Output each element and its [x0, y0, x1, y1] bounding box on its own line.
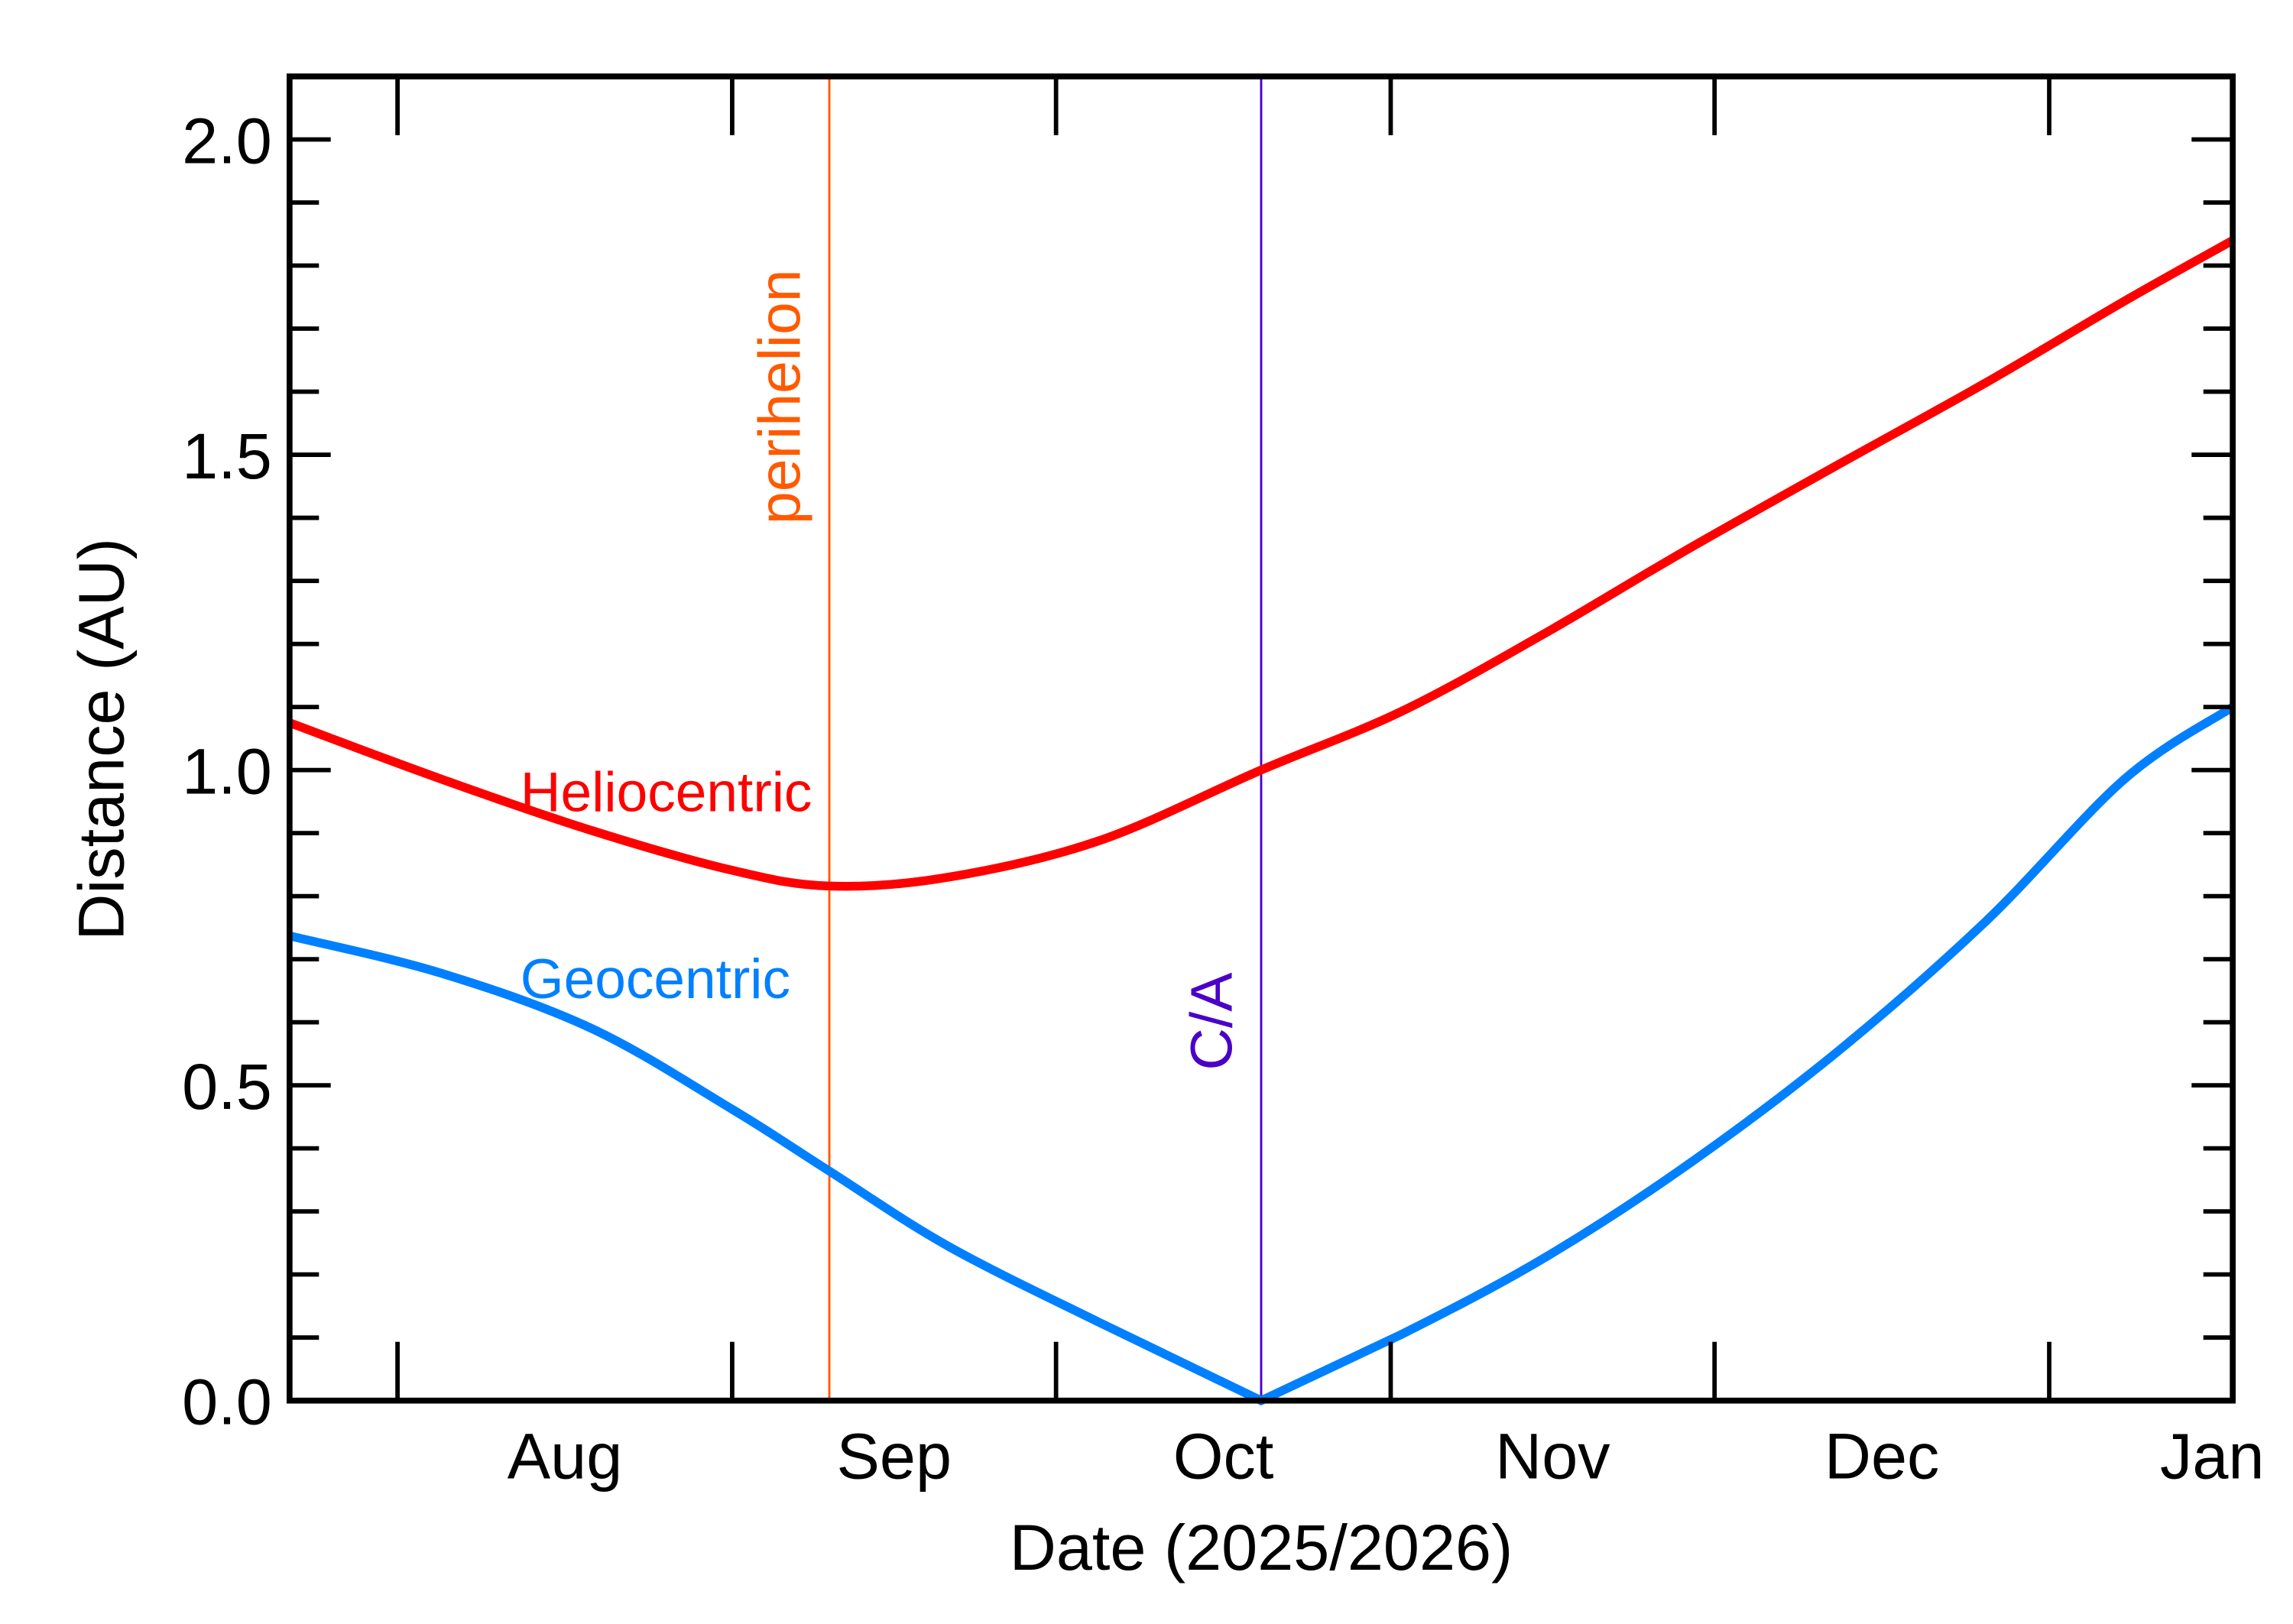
x-tick-label-dec: Dec: [1824, 1420, 1939, 1493]
heliocentric-line: [287, 236, 2235, 891]
y-tick-label: 1.0: [182, 734, 272, 807]
marker-label-ca: C/A: [1179, 972, 1245, 1071]
x-tick-label-nov: Nov: [1495, 1420, 1610, 1493]
y-axis-label: Distance (AU): [65, 538, 138, 941]
y-tick-label: 2.0: [182, 104, 272, 177]
marker-label-perihelion: perihelion: [748, 269, 813, 524]
x-tick-label-jan: Jan: [2160, 1420, 2264, 1493]
geocentric-line: [288, 703, 2236, 1406]
heliocentric-label: Heliocentric: [521, 762, 812, 824]
x-tick-label-aug: Aug: [508, 1420, 623, 1493]
y-tick-label: 0.0: [182, 1365, 272, 1438]
geocentric-label: Geocentric: [521, 948, 790, 1010]
x-axis-label: Date (2025/2026): [1010, 1511, 1513, 1583]
y-tick-label: 0.5: [182, 1050, 272, 1123]
y-tick-label: 1.5: [182, 420, 272, 492]
plot-frame: [287, 73, 2236, 1404]
x-tick-label-sep: Sep: [837, 1420, 952, 1493]
x-tick-label-oct: Oct: [1173, 1420, 1274, 1493]
